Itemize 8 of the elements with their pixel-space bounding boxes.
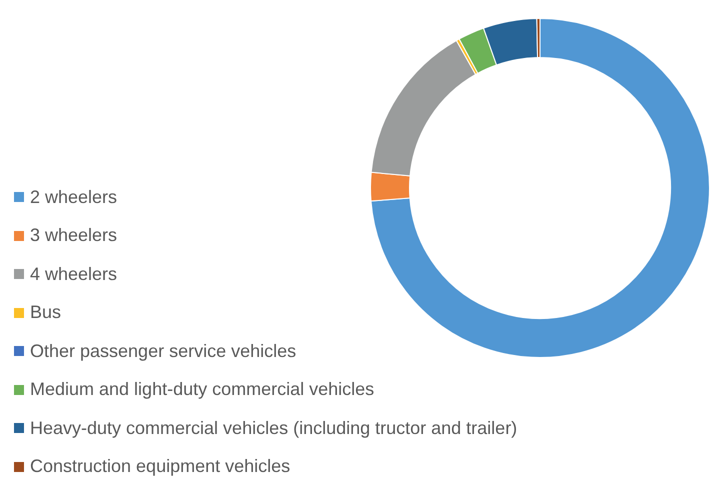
legend-label: 3 wheelers	[30, 225, 118, 246]
legend-label: 2 wheelers	[30, 186, 118, 208]
legend-label: Other passenger service vehicles	[30, 340, 296, 362]
legend-label: Medium and light-duty commercial vehicles	[30, 379, 374, 400]
legend-label: Bus	[30, 302, 62, 324]
legend-label: 4 wheelers	[30, 264, 118, 285]
legend-label: Heavy-duty commercial vehicles (including tructor and trailer)	[30, 418, 518, 439]
legend-label: Construction equipment vehicles	[30, 456, 290, 478]
